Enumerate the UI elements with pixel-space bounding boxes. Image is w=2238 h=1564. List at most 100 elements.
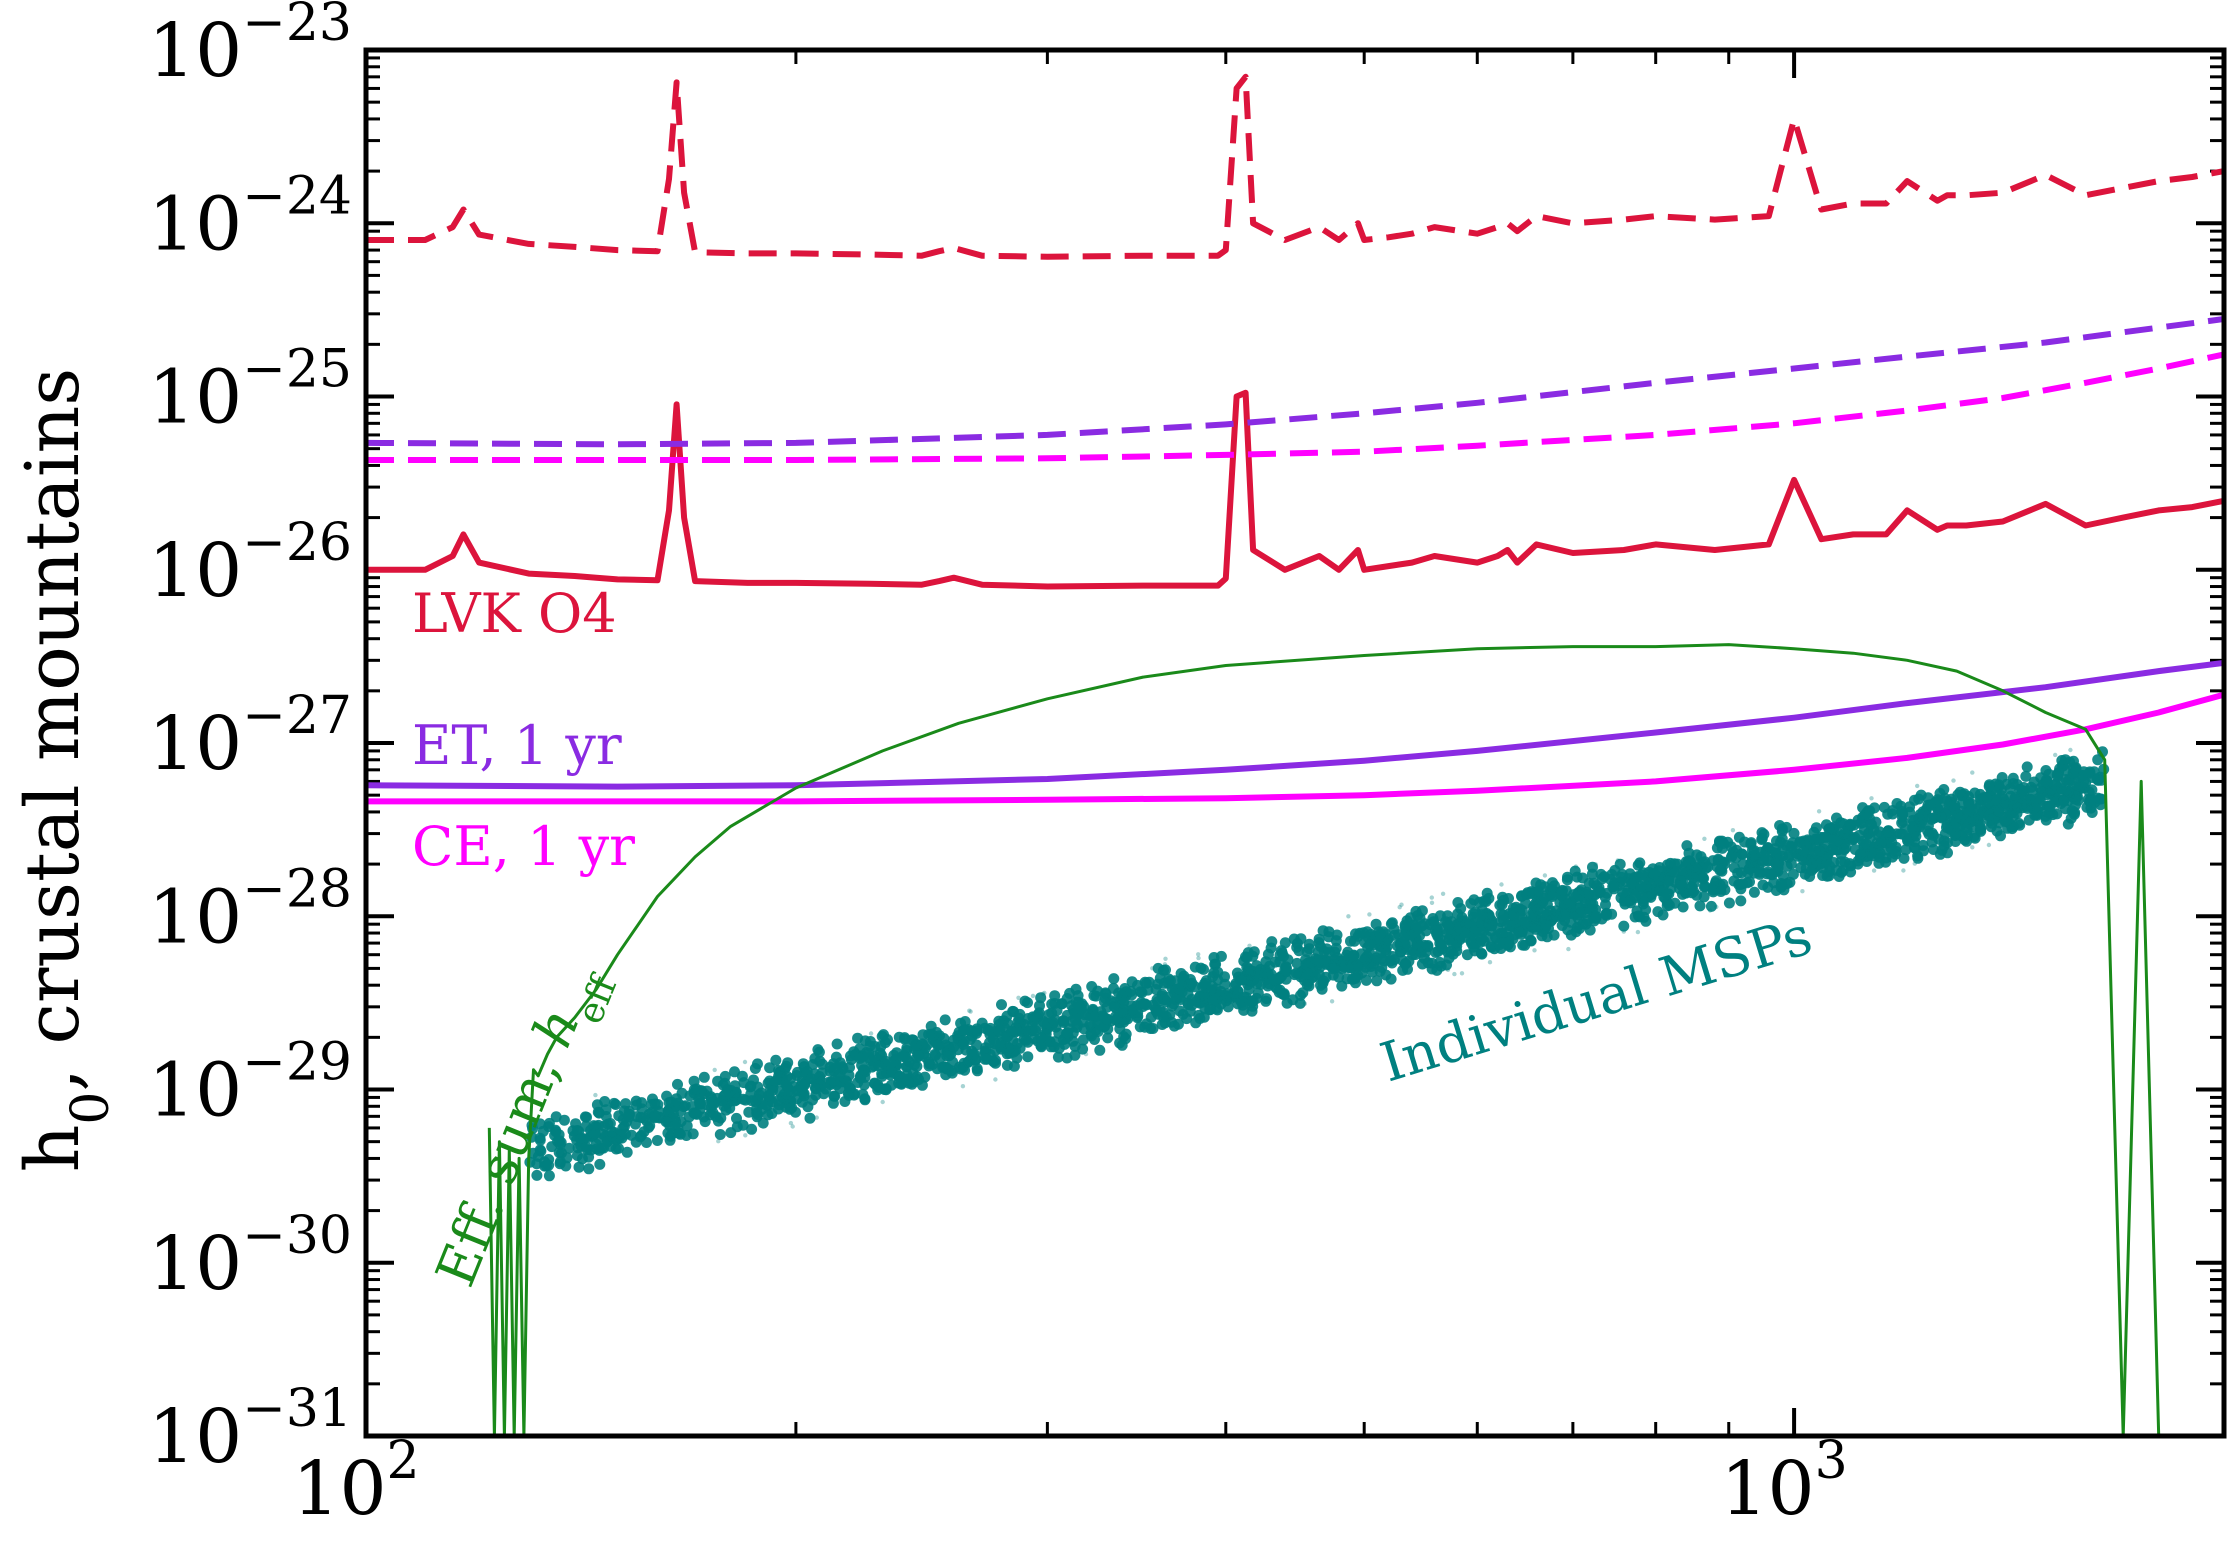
series-line-ce-dashed xyxy=(366,351,2224,463)
msp-point xyxy=(854,1052,866,1064)
series-line-lvk xyxy=(366,389,2224,590)
msp-point xyxy=(1981,791,1993,803)
msp-point xyxy=(880,1099,885,1105)
msp-point xyxy=(705,1093,717,1104)
msp-point xyxy=(1432,946,1444,957)
msp-point xyxy=(1569,865,1581,877)
msp-point xyxy=(1723,897,1735,909)
y-tick-exp: −27 xyxy=(242,686,352,746)
msp-point xyxy=(1739,836,1750,848)
msp-point xyxy=(1132,1006,1144,1018)
msp-point xyxy=(1116,1039,1128,1051)
msp-point xyxy=(2020,770,2032,782)
msp-point xyxy=(743,1133,748,1138)
msp-point xyxy=(1453,931,1465,943)
msp-point xyxy=(1145,1011,1157,1023)
msp-point xyxy=(864,1036,876,1047)
msp-point xyxy=(1699,881,1711,893)
y-tick-label: 10−30 xyxy=(148,1206,352,1307)
msp-point xyxy=(1865,846,1877,858)
msp-point xyxy=(716,1139,721,1144)
msp-point xyxy=(641,1137,652,1148)
msp-point xyxy=(1360,954,1372,966)
msp-point xyxy=(948,1041,960,1053)
msp-point xyxy=(1957,789,1969,801)
msp-point xyxy=(1547,889,1559,901)
msp-point xyxy=(1327,963,1339,975)
msp-point xyxy=(990,1054,1001,1066)
msp-point xyxy=(2040,814,2052,826)
msp-point xyxy=(1531,921,1543,933)
msp-point xyxy=(1114,1023,1126,1035)
msp-point xyxy=(2092,754,2104,766)
msp-point xyxy=(917,1029,929,1041)
msp-point xyxy=(1652,906,1664,918)
msp-point xyxy=(534,1134,546,1146)
msp-point xyxy=(673,1127,685,1139)
msp-point xyxy=(1844,858,1856,870)
msp-point xyxy=(872,1084,884,1096)
msp-point xyxy=(1333,971,1345,983)
msp-point xyxy=(1522,928,1534,940)
msp-point xyxy=(1772,855,1784,867)
y-tick-label: 10−29 xyxy=(148,1033,352,1134)
msp-point xyxy=(585,1144,597,1156)
series-line-eff xyxy=(487,643,2161,1436)
msp-point xyxy=(1445,945,1457,957)
msp-point xyxy=(788,1120,794,1126)
msp-point xyxy=(1476,909,1488,921)
msp-point xyxy=(1647,884,1658,896)
x-tick-base: 10 xyxy=(292,1446,386,1532)
msp-point xyxy=(1754,868,1766,880)
msp-point xyxy=(1969,832,1981,844)
msp-point xyxy=(1718,837,1730,849)
msp-point xyxy=(1983,780,1995,792)
msp-point xyxy=(1206,980,1218,992)
y-axis-label-main: h xyxy=(10,1125,96,1173)
msp-point xyxy=(1845,866,1857,878)
msp-point xyxy=(1194,990,1206,1002)
msp-point xyxy=(1494,899,1506,911)
msp-point xyxy=(1262,948,1274,960)
msp-point xyxy=(1385,973,1397,985)
msp-point xyxy=(554,1156,566,1168)
msp-point xyxy=(1346,914,1351,919)
msp-point xyxy=(966,1045,978,1057)
msp-point xyxy=(796,1096,808,1108)
msp-point xyxy=(2021,761,2033,773)
msp-point xyxy=(927,1029,939,1041)
msp-point xyxy=(1053,1042,1065,1054)
msp-point xyxy=(814,1115,819,1120)
msp-point xyxy=(1388,923,1400,935)
y-tick-label: 10−28 xyxy=(148,859,352,960)
msp-point xyxy=(1022,1036,1034,1048)
msp-point xyxy=(1900,844,1912,856)
msp-point xyxy=(1014,1042,1026,1054)
msp-point xyxy=(1871,868,1877,873)
msp-point xyxy=(593,1092,598,1098)
msp-point xyxy=(1452,908,1464,920)
msp-point xyxy=(581,1111,592,1123)
msp-point xyxy=(1802,854,1814,866)
y-tick-base: 10 xyxy=(148,8,242,94)
msp-point xyxy=(1677,901,1689,913)
y-tick-base: 10 xyxy=(148,1048,242,1134)
y-axis-label-rest: , crustal mountains xyxy=(10,368,96,1092)
msp-point xyxy=(1594,886,1606,898)
msp-point xyxy=(1236,996,1248,1008)
msp-point xyxy=(1387,951,1399,962)
msp-point xyxy=(1323,947,1335,959)
msp-point xyxy=(1816,856,1828,868)
msp-point xyxy=(901,1060,913,1072)
msp-point xyxy=(737,1119,749,1131)
msp-point xyxy=(2007,772,2019,784)
msp-point xyxy=(756,1103,768,1115)
msp-point xyxy=(1427,913,1439,924)
msp-point xyxy=(1661,859,1673,871)
msp-point xyxy=(1102,1032,1114,1044)
msp-point xyxy=(814,1055,826,1067)
minor-ticks xyxy=(366,50,2224,1436)
msp-point xyxy=(1035,1041,1047,1053)
y-axis-label-sub: 0 xyxy=(61,1091,121,1124)
